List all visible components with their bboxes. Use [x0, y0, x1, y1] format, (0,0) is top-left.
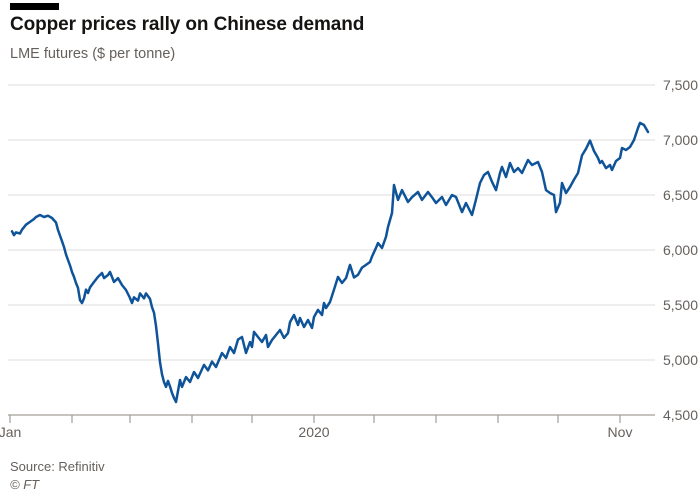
x-axis-label: Nov — [608, 424, 633, 440]
y-axis-label: 6,000 — [663, 242, 698, 258]
y-axis-label: 4,500 — [663, 407, 698, 423]
y-axis-label: 5,000 — [663, 352, 698, 368]
y-axis-label: 6,500 — [663, 187, 698, 203]
chart-subtitle: LME futures ($ per tonne) — [10, 46, 176, 62]
y-axis-label: 5,500 — [663, 297, 698, 313]
y-axis-label: 7,500 — [663, 77, 698, 93]
source-note: Source: Refinitiv — [10, 459, 105, 474]
title-accent-bar — [10, 3, 59, 10]
ft-copyright: © FT — [10, 477, 40, 492]
x-axis-label: Jan — [0, 424, 21, 440]
y-axis-label: 7,000 — [663, 132, 698, 148]
price-line — [10, 121, 650, 404]
x-axis-label: 2020 — [298, 424, 329, 440]
chart-title: Copper prices rally on Chinese demand — [10, 14, 365, 35]
